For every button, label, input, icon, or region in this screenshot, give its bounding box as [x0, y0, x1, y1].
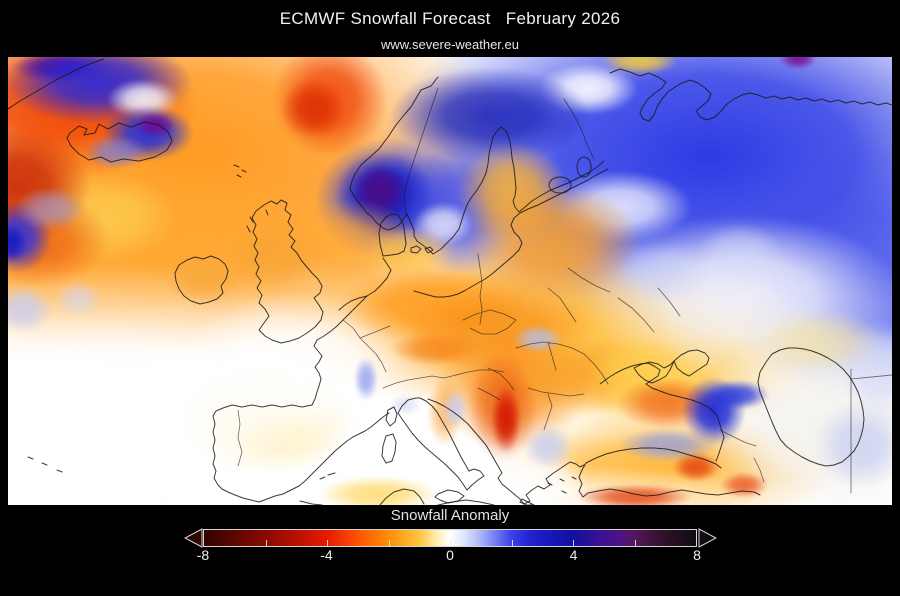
anomaly-blob-lightblue-carpathians: [513, 325, 563, 353]
colorbar-minor-tick: [388, 540, 390, 546]
anomaly-blob-red-east-turkey-1: [672, 452, 720, 482]
europe-map: [8, 57, 892, 505]
colorbar-tick-labels: -8 -4 0 4 8: [197, 547, 701, 563]
anomaly-blob-red-albania-core: [491, 385, 521, 453]
colorbar-minor-tick: [573, 540, 574, 546]
colorbar-minor-tick: [327, 540, 328, 546]
anomaly-blob-lightblue-alps: [354, 357, 378, 401]
anomaly-blob-gold-africa-coast: [318, 476, 438, 505]
page-title: ECMWF Snowfall Forecast February 2026: [279, 9, 621, 28]
anomaly-blob-red-east-turkey-2: [720, 472, 768, 498]
anomaly-blob-paleyellow-kazakhstan: [758, 309, 882, 373]
anomaly-blob-iceland-southwest-tail: [84, 135, 148, 169]
anomaly-blob-darkred-norwegian-coast: [281, 79, 345, 139]
colorbar-tick-label-4: 4: [569, 547, 578, 563]
colorbar-minor-tick: [511, 540, 513, 546]
colorbar-tick-label--4: -4: [320, 547, 333, 563]
colorbar-tick-label-8: 8: [693, 547, 701, 563]
anomaly-blob-red-south-turkey-coast: [577, 484, 693, 505]
colorbar-gradient: [203, 529, 697, 547]
colorbar-tick-label--8: -8: [196, 547, 210, 563]
anomaly-blob-lavender-adriatic: [442, 390, 468, 428]
colorbar-minor-tick: [265, 540, 267, 546]
anomaly-blob-orange-ireland: [166, 253, 242, 305]
anomaly-blob-lavender-aegean: [523, 425, 573, 469]
colorbar-right-arrow: [698, 528, 717, 548]
anomaly-field: [8, 57, 892, 505]
anomaly-blob-paleblue-west-low-2: [54, 281, 102, 317]
anomaly-blob-lavender-ligurian: [389, 395, 421, 415]
source-url: www.severe-weather.eu: [380, 37, 519, 52]
anomaly-blob-paleblue-moscow-1: [615, 243, 711, 303]
anomaly-blob-lightblue-west: [14, 187, 86, 231]
colorbar-title: Snowfall Anomaly: [390, 507, 510, 524]
anomaly-blob-purple-arctic-spot: [779, 57, 817, 69]
anomaly-blob-paleblue-moscow-2: [698, 223, 782, 275]
colorbar-left-arrow: [184, 528, 203, 548]
colorbar-minor-tick: [634, 540, 636, 546]
colorbar-tick-label-0: 0: [446, 547, 454, 563]
anomaly-blob-blue-caucasus-upper: [705, 380, 769, 410]
colorbar-minor-tick: [450, 540, 451, 546]
anomaly-blob-navy-west-edge-core: [8, 223, 28, 263]
anomaly-blob-iceland-purple-core: [135, 112, 175, 138]
